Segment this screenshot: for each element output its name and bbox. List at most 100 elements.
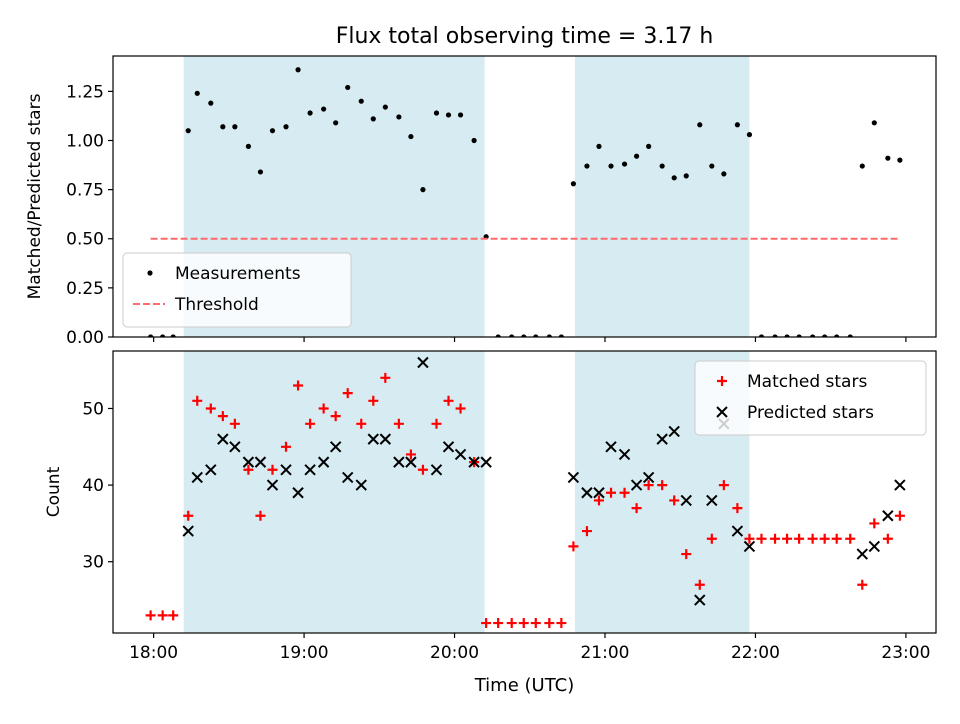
top-series-0 bbox=[148, 67, 903, 337]
data-point bbox=[683, 173, 689, 179]
legend-label: Measurements bbox=[175, 264, 301, 284]
data-point bbox=[370, 116, 376, 122]
data-point bbox=[321, 106, 327, 112]
data-point bbox=[229, 441, 241, 453]
data-point bbox=[242, 456, 255, 468]
bottom-series-1 bbox=[182, 356, 906, 606]
data-point bbox=[882, 510, 894, 522]
data-point bbox=[295, 67, 301, 73]
data-point bbox=[480, 456, 492, 468]
data-point bbox=[317, 456, 330, 468]
data-point bbox=[367, 433, 379, 445]
data-point bbox=[330, 411, 341, 422]
data-point bbox=[694, 579, 705, 590]
data-point bbox=[581, 526, 592, 537]
data-point bbox=[405, 449, 416, 460]
data-point bbox=[168, 610, 179, 621]
data-point bbox=[734, 122, 740, 128]
data-point bbox=[869, 518, 880, 529]
data-point bbox=[355, 479, 367, 491]
x-axis-label: Time (UTC) bbox=[474, 675, 575, 696]
data-point bbox=[457, 112, 464, 118]
data-point bbox=[280, 464, 292, 476]
data-point bbox=[822, 334, 828, 337]
data-point bbox=[669, 495, 680, 506]
data-point bbox=[283, 124, 289, 130]
y-tick-label: 40 bbox=[82, 476, 104, 496]
data-point bbox=[819, 533, 830, 544]
data-point bbox=[731, 525, 744, 537]
data-point bbox=[192, 395, 203, 406]
y-tick-label: 1.00 bbox=[66, 131, 104, 151]
data-point bbox=[593, 495, 604, 506]
data-point bbox=[420, 187, 426, 193]
data-point bbox=[743, 540, 756, 553]
data-point bbox=[659, 163, 665, 169]
data-point bbox=[744, 533, 755, 544]
data-point bbox=[493, 618, 504, 629]
data-point bbox=[584, 163, 590, 169]
bottom-legend: Matched stars Predicted stars bbox=[694, 360, 927, 436]
legend-swatch bbox=[147, 270, 153, 276]
bottom-shaded-interval-0 bbox=[183, 351, 485, 633]
data-point bbox=[396, 114, 402, 120]
x-tick-label: 23:00 bbox=[881, 643, 930, 663]
bottom-plot-area bbox=[145, 351, 906, 633]
data-point bbox=[148, 334, 154, 337]
data-point bbox=[758, 334, 765, 337]
data-point bbox=[732, 503, 743, 514]
data-point bbox=[356, 418, 367, 429]
chart-title: Flux total observing time = 3.17 h bbox=[336, 24, 714, 49]
data-point bbox=[342, 471, 354, 484]
legend-label: Predicted stars bbox=[747, 403, 874, 423]
data-point bbox=[445, 112, 452, 118]
data-point bbox=[596, 143, 602, 149]
bottom-series-0 bbox=[145, 372, 905, 629]
data-point bbox=[656, 433, 668, 445]
data-point bbox=[232, 124, 238, 130]
data-point bbox=[382, 104, 388, 110]
data-point bbox=[217, 411, 228, 422]
data-point bbox=[794, 533, 805, 544]
data-point bbox=[581, 487, 593, 499]
data-point bbox=[619, 487, 630, 498]
data-point bbox=[495, 334, 501, 337]
data-point bbox=[220, 124, 226, 130]
y-tick-label: 0.25 bbox=[66, 279, 104, 299]
data-point bbox=[191, 471, 203, 484]
data-point bbox=[558, 334, 564, 337]
data-point bbox=[393, 456, 405, 468]
data-point bbox=[567, 471, 580, 484]
y-tick-label: 50 bbox=[82, 399, 104, 419]
data-point bbox=[782, 533, 793, 544]
data-point bbox=[269, 128, 276, 134]
data-point bbox=[229, 418, 240, 429]
x-tick-label: 19:00 bbox=[280, 643, 329, 663]
data-point bbox=[544, 618, 555, 629]
legend-label: Matched stars bbox=[747, 372, 867, 392]
data-point bbox=[267, 464, 278, 475]
data-point bbox=[868, 540, 881, 553]
data-point bbox=[358, 98, 364, 104]
y-tick-label: 1.25 bbox=[66, 82, 104, 102]
data-point bbox=[856, 548, 868, 560]
data-point bbox=[307, 110, 313, 116]
data-point bbox=[721, 171, 727, 177]
data-point bbox=[157, 610, 168, 621]
data-point bbox=[796, 334, 802, 337]
data-point bbox=[305, 418, 316, 429]
data-point bbox=[606, 487, 617, 498]
top-y-axis-label: Matched/Predicted stars bbox=[25, 93, 45, 299]
data-point bbox=[718, 480, 729, 491]
data-point bbox=[506, 618, 517, 629]
data-point bbox=[621, 161, 628, 167]
data-point bbox=[546, 334, 552, 337]
data-point bbox=[380, 372, 391, 383]
data-point bbox=[706, 533, 717, 544]
y-tick-label: 0.00 bbox=[66, 328, 104, 348]
data-point bbox=[454, 448, 467, 461]
legend-box bbox=[694, 360, 927, 436]
data-point bbox=[481, 618, 492, 629]
data-point bbox=[834, 334, 840, 337]
data-point bbox=[671, 175, 677, 181]
